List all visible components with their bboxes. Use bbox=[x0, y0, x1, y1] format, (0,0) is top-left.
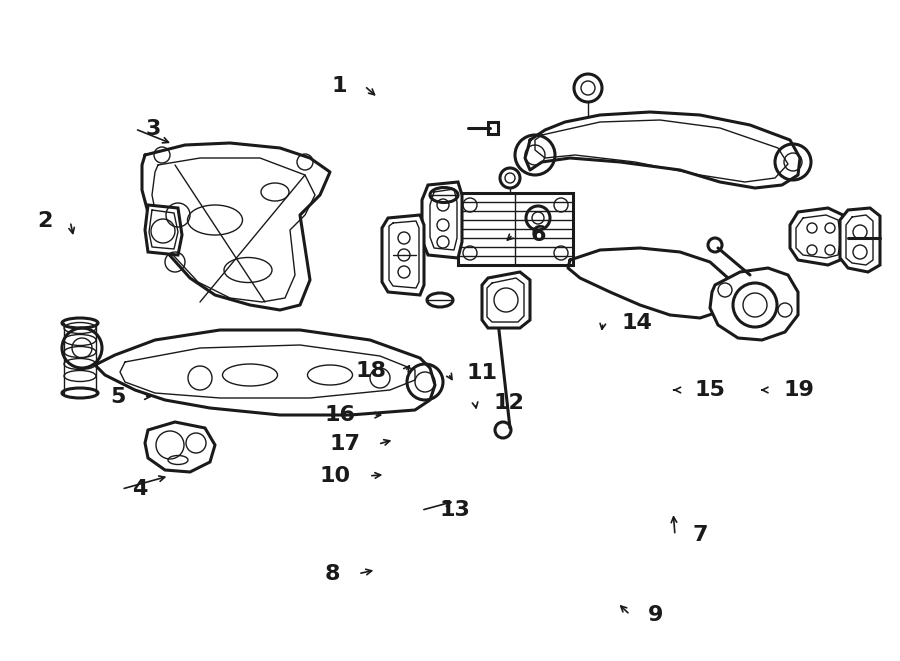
Text: 9: 9 bbox=[648, 605, 663, 625]
Polygon shape bbox=[422, 182, 462, 258]
Text: 16: 16 bbox=[325, 405, 356, 425]
Text: 19: 19 bbox=[783, 380, 814, 400]
Text: 13: 13 bbox=[439, 500, 470, 520]
Text: 14: 14 bbox=[621, 313, 652, 332]
Text: 2: 2 bbox=[37, 212, 52, 231]
Polygon shape bbox=[458, 193, 573, 265]
Polygon shape bbox=[710, 268, 798, 340]
Text: 18: 18 bbox=[356, 362, 387, 381]
Text: 7: 7 bbox=[693, 525, 708, 545]
Text: 4: 4 bbox=[131, 479, 148, 499]
Text: 15: 15 bbox=[695, 380, 725, 400]
Text: 12: 12 bbox=[493, 393, 524, 413]
Text: 6: 6 bbox=[531, 225, 546, 245]
Polygon shape bbox=[482, 272, 530, 328]
Text: 10: 10 bbox=[320, 466, 351, 486]
Text: 1: 1 bbox=[331, 76, 346, 96]
Text: 11: 11 bbox=[466, 364, 497, 383]
Polygon shape bbox=[382, 215, 424, 295]
Polygon shape bbox=[145, 422, 215, 472]
Text: 5: 5 bbox=[111, 387, 126, 407]
Text: 8: 8 bbox=[325, 564, 340, 584]
Text: 3: 3 bbox=[145, 119, 161, 139]
Polygon shape bbox=[145, 205, 182, 255]
Polygon shape bbox=[790, 208, 848, 265]
Text: 17: 17 bbox=[329, 434, 360, 454]
Polygon shape bbox=[840, 208, 880, 272]
